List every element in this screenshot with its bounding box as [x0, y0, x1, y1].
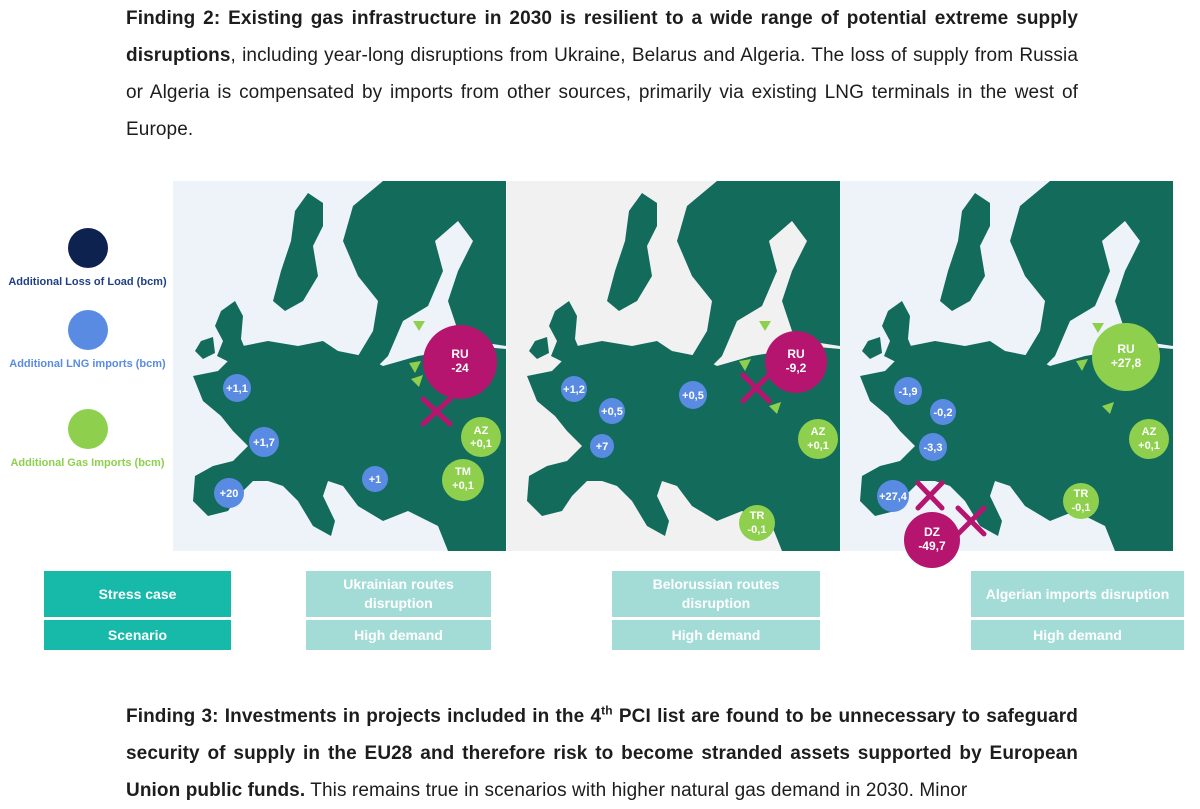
lng-bubble-benelux: +0,5 [599, 398, 625, 424]
scenario-ukrainian: High demand [306, 620, 491, 650]
legend-item-loss-of-load: Additional Loss of Load (bcm) [0, 228, 175, 290]
gas-code: TM [455, 466, 471, 478]
ru-loss-bubble: RU -9,2 [765, 331, 827, 393]
lng-value: -1,9 [899, 386, 918, 398]
lng-value: +20 [220, 488, 239, 500]
finding-3-heading-a: Finding 3: Investments in projects inclu… [126, 706, 602, 727]
lng-bubble-uk: -1,9 [894, 377, 922, 405]
flow-arrow-icon [1076, 359, 1088, 371]
lng-value: +1,2 [563, 384, 585, 396]
cross-marker-icon [420, 396, 453, 427]
finding-2-text: , including year-long disruptions from U… [126, 45, 1078, 140]
lng-imports-dot [67, 310, 108, 350]
finding-3-superscript: th [601, 703, 613, 718]
ru-code: RU [451, 347, 468, 361]
finding-3-text: This remains true in scenarios with high… [305, 780, 968, 801]
stress-case-header: Stress case [44, 571, 231, 617]
ru-value: +27,8 [1111, 356, 1142, 370]
gas-value: +0,1 [452, 480, 474, 492]
dz-code: DZ [924, 525, 940, 539]
lng-value: +0,5 [682, 390, 704, 402]
gas-value: +0,1 [470, 438, 492, 450]
lng-value: +7 [596, 441, 609, 453]
gas-bubble-tr: TR -0,1 [739, 505, 775, 541]
cross-marker-icon [915, 480, 945, 511]
legend-label-loss-of-load: Additional Loss of Load (bcm) [8, 276, 167, 288]
lng-bubble-greece: +1 [362, 466, 388, 492]
flow-arrow-icon [411, 375, 423, 387]
gas-imports-dot [67, 409, 108, 449]
lng-value: -3,3 [924, 442, 943, 454]
gas-bubble-az: AZ +0,1 [1129, 419, 1169, 459]
map-belorussian-disruption: RU -9,2 +1,2 +0,5 +0,5 +7 AZ +0,1 TR -0,… [507, 181, 840, 551]
ru-loss-bubble: RU -24 [423, 325, 497, 399]
gas-code: AZ [474, 425, 489, 437]
flow-arrow-icon [413, 321, 425, 331]
lng-value: -0,2 [934, 407, 953, 419]
gas-value: +0,1 [807, 440, 829, 452]
case-algerian: Algerian imports disruption [971, 571, 1184, 617]
case-ukrainian: Ukrainian routes disruption [306, 571, 491, 617]
scenario-header: Scenario [44, 620, 231, 650]
scenario-belorussian: High demand [612, 620, 820, 650]
finding-3-paragraph: Finding 3: Investments in projects inclu… [126, 698, 1078, 809]
lng-bubble-spain: +20 [214, 478, 244, 508]
lng-bubble-france: -3,3 [919, 433, 947, 461]
scenario-algerian: High demand [971, 620, 1184, 650]
ru-code: RU [787, 347, 804, 361]
map-ukrainian-disruption: RU -24 +1,1 +1,7 +20 +1 AZ +0,1 TM +0,1 [173, 181, 506, 551]
flow-arrow-icon [1102, 402, 1114, 414]
finding-3-heading-b: PCI list are found to be unnecessary to … [126, 706, 1078, 801]
europe-landmass [193, 181, 506, 551]
cross-marker-icon [955, 505, 987, 537]
finding-2-paragraph: Finding 2: Existing gas infrastructure i… [126, 0, 1078, 148]
lng-bubble-uk: +1,1 [223, 374, 251, 402]
lng-bubble-poland: +0,5 [679, 381, 707, 409]
gas-value: -0,1 [1072, 502, 1091, 514]
lng-bubble-france: +1,7 [249, 427, 279, 457]
legend-label-lng-imports: Additional LNG imports (bcm) [9, 358, 166, 370]
gas-code: AZ [811, 426, 826, 438]
flow-arrows [1076, 323, 1114, 414]
flow-arrows [739, 321, 781, 414]
lng-value: +1 [369, 474, 382, 486]
dz-value: -49,7 [918, 539, 946, 553]
loss-of-load-dot [67, 228, 108, 268]
flow-arrow-icon [409, 361, 421, 373]
case-belorussian: Belorussian routes disruption [612, 571, 820, 617]
map-algerian-disruption: RU +27,8 -1,9 -0,2 -3,3 +27,4 AZ +0,1 TR… [840, 181, 1173, 568]
ru-code: RU [1117, 342, 1134, 356]
gas-bubble-tm: TM +0,1 [442, 459, 484, 501]
gas-value: +0,1 [1138, 440, 1160, 452]
lng-bubble-spain: +27,4 [877, 480, 909, 512]
legend-item-gas-imports: Additional Gas Imports (bcm) [0, 409, 175, 471]
gas-bubble-tr: TR -0,1 [1063, 483, 1099, 519]
finding-2-heading: Finding 2: Existing gas infrastructure i… [126, 8, 1078, 66]
gas-bubble-az: AZ +0,1 [798, 419, 838, 459]
flow-arrow-icon [739, 359, 751, 371]
gas-value: -0,1 [748, 524, 767, 536]
flow-arrow-icon [759, 321, 771, 331]
lng-bubble-france: +7 [590, 434, 614, 458]
gas-code: TR [750, 510, 765, 522]
lng-bubble-uk: +1,2 [561, 376, 587, 402]
gas-bubble-az: AZ +0,1 [461, 417, 501, 457]
lng-value: +1,1 [226, 383, 248, 395]
ru-value: -24 [451, 361, 469, 375]
lng-value: +0,5 [601, 406, 623, 418]
lng-value: +1,7 [253, 437, 275, 449]
lng-bubble-benelux: -0,2 [930, 399, 956, 425]
gas-code: TR [1074, 488, 1089, 500]
flow-arrow-icon [1092, 323, 1104, 333]
ru-value: -9,2 [786, 361, 807, 375]
flow-arrows [409, 321, 425, 387]
legend-item-lng-imports: Additional LNG imports (bcm) [0, 310, 175, 372]
gas-code: AZ [1142, 426, 1157, 438]
dz-loss-bubble: DZ -49,7 [904, 512, 960, 568]
flow-arrow-icon [769, 402, 781, 414]
legend-label-gas-imports: Additional Gas Imports (bcm) [10, 457, 165, 469]
cross-marker-icon [740, 372, 772, 404]
ru-gas-bubble: RU +27,8 [1092, 323, 1160, 391]
lng-value: +27,4 [879, 491, 908, 503]
